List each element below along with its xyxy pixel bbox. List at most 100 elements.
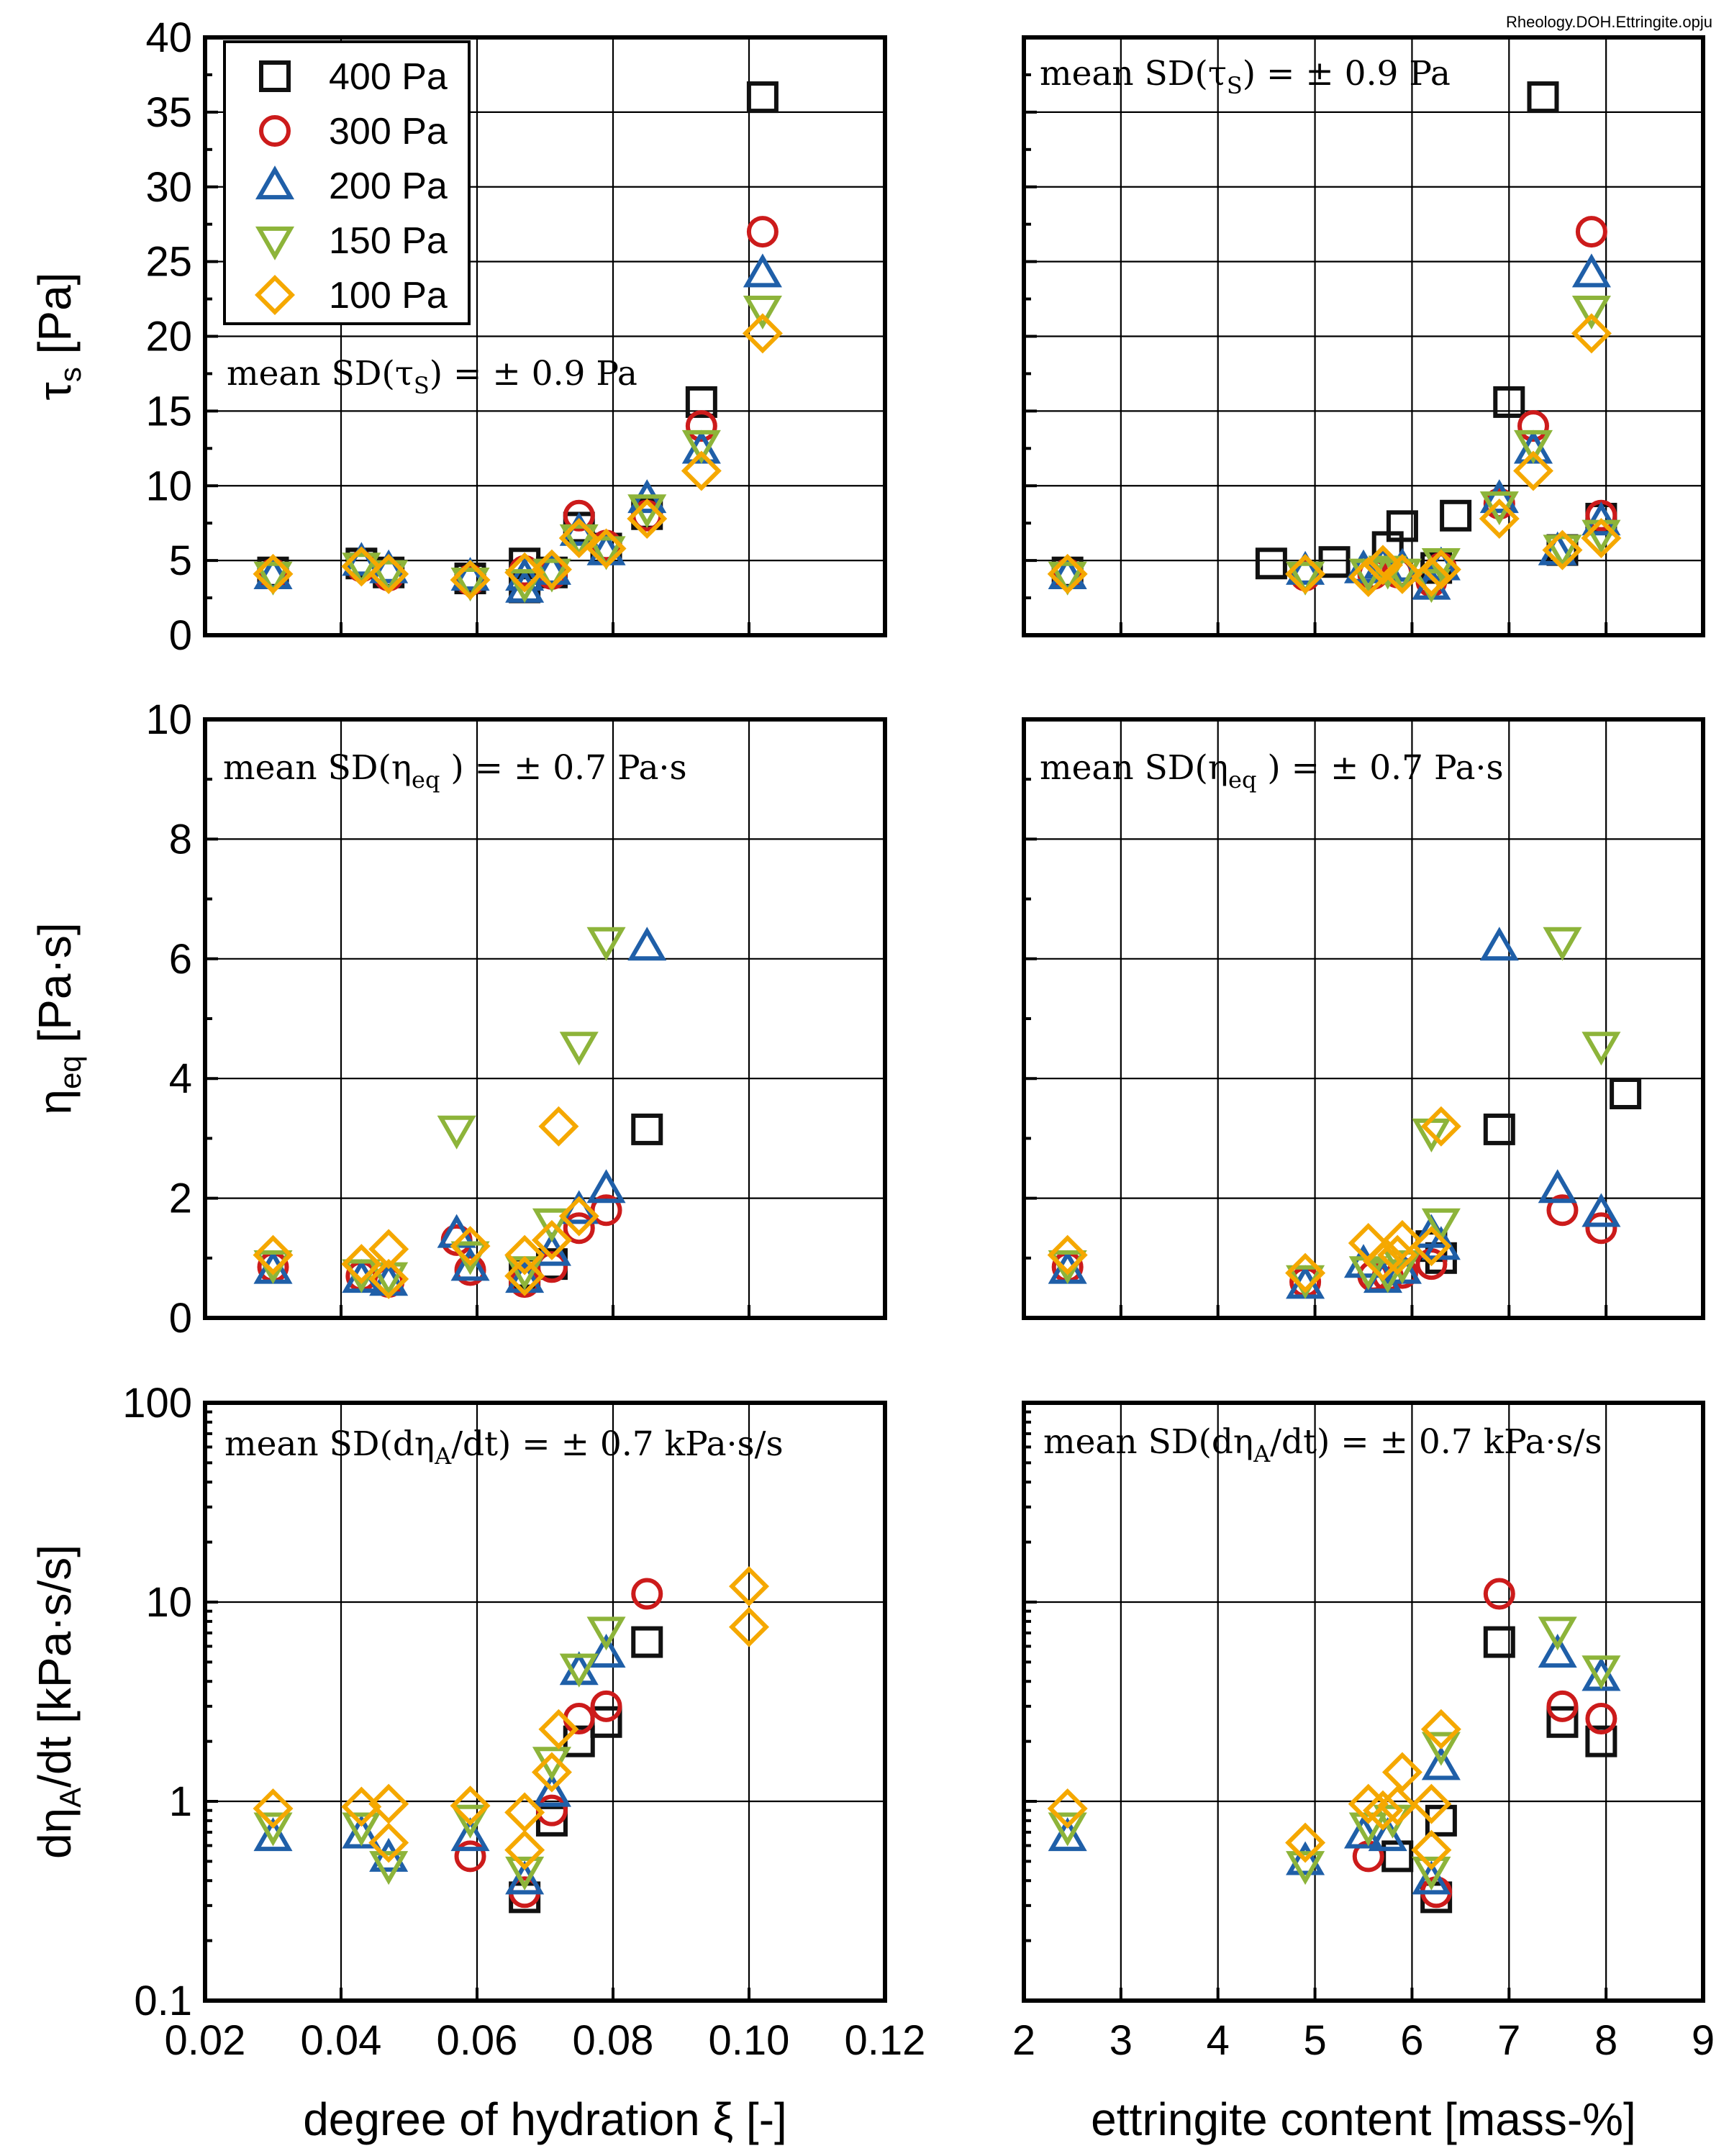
data-point-300-Pa <box>563 1212 595 1245</box>
data-point-100-Pa <box>253 1788 294 1829</box>
data-point-200-Pa <box>1581 1193 1621 1227</box>
data-point-100-Pa <box>1420 1709 1461 1750</box>
data-point-400-Pa <box>631 1626 663 1658</box>
x-tick-label: 2 <box>1012 2017 1035 2064</box>
legend-label: 200 Pa <box>329 165 448 207</box>
data-point-100-Pa <box>450 560 491 601</box>
data-point-100-Pa <box>1571 313 1612 354</box>
x-axis-label: degree of hydration ξ [-] <box>303 2093 787 2145</box>
plot-frame <box>203 1401 887 2003</box>
data-point-100-Pa <box>558 1196 599 1237</box>
data-point-200-Pa <box>1286 550 1325 585</box>
data-point-300-Pa <box>1517 410 1549 442</box>
data-point-200-Pa <box>532 550 571 585</box>
annotation-mean-sd: mean SD(τS) = ± 0.9 Pa <box>227 354 637 399</box>
data-point-150-Pa <box>586 1616 626 1651</box>
plot-frame <box>203 717 887 1320</box>
data-point-150-Pa <box>1571 295 1611 329</box>
data-point-100-Pa <box>1581 517 1622 558</box>
data-point-200-Pa <box>1571 253 1611 288</box>
annotation-mean-sd: mean SD(dηA/dt) = ± 0.7 kPa·s/s <box>1043 1422 1602 1468</box>
y-tick-label: 15 <box>145 388 192 435</box>
y-axis-label: dηA/dt [kPa·s/s] <box>29 1545 87 1859</box>
data-point-100-Pa <box>253 553 294 594</box>
data-point-150-Pa <box>1581 1032 1621 1066</box>
data-point-200-Pa <box>627 927 667 961</box>
data-point-150-Pa <box>743 295 782 329</box>
data-point-100-Pa <box>1411 1226 1452 1267</box>
data-point-100-Pa <box>1381 553 1422 594</box>
data-point-100-Pa <box>586 528 627 569</box>
x-axis-label: ettringite content [mass-%] <box>1091 2093 1636 2145</box>
data-point-100-Pa <box>1047 553 1088 594</box>
data-point-100-Pa <box>681 450 722 491</box>
data-point-100-Pa <box>1377 1234 1418 1275</box>
data-point-150-Pa <box>1543 535 1582 569</box>
data-point-150-Pa <box>559 524 599 558</box>
data-point-100-Pa <box>538 1709 579 1750</box>
panel-deta_doh: 0.1 1 10 100 dηA/dt [kPa·s/s] 0.02 0.04 0.06 0.0… <box>29 1380 925 2145</box>
data-point-100-Pa <box>368 1258 409 1299</box>
data-point-100-Pa <box>742 313 783 354</box>
data-point-100-Pa <box>368 1229 409 1270</box>
plot-frame <box>1022 35 1705 637</box>
data-point-300-Pa <box>685 410 717 442</box>
data-point-150-Pa <box>532 558 571 593</box>
data-point-200-Pa <box>1286 1841 1325 1875</box>
data-point-200-Pa <box>1479 927 1519 961</box>
x-tick-label: 0.06 <box>437 2017 518 2064</box>
legend-marker <box>259 60 291 92</box>
plot-frame <box>1022 717 1705 1320</box>
data-point-150-Pa <box>681 429 721 464</box>
data-point-150-Pa <box>532 1208 571 1242</box>
panel-tau_doh: 0 5 10 15 20 25 30 35 40 τs [Pa] mean SD(τS) = ± 0… <box>29 14 887 659</box>
file-label: Rheology.DOH.Ettringite.opju <box>1506 13 1712 31</box>
data-point-100-Pa <box>450 1786 491 1827</box>
data-point-400-Pa <box>1483 1626 1515 1658</box>
panel-eta_ett: mean SD(ηeq ) = ± 0.7 Pa·s <box>1022 717 1705 1320</box>
data-point-100-Pa <box>504 1255 545 1296</box>
legend-marker <box>255 275 295 315</box>
data-point-150-Pa <box>1048 1812 1087 1847</box>
y-tick-label: 10 <box>145 463 192 509</box>
y-tick-label: 0.1 <box>134 1978 192 2024</box>
data-point-100-Pa <box>729 1566 769 1607</box>
data-point-100-Pa <box>1285 1252 1326 1293</box>
data-point-150-Pa <box>253 1812 293 1847</box>
x-tick-label: 0.10 <box>709 2017 790 2064</box>
data-point-200-Pa <box>505 1860 545 1895</box>
data-point-300-Pa <box>1585 1703 1617 1735</box>
data-point-150-Pa <box>505 1856 545 1891</box>
data-point-150-Pa <box>253 561 293 596</box>
data-point-100-Pa <box>1362 1790 1403 1831</box>
y-tick-label: 20 <box>145 314 192 360</box>
data-point-300-Pa <box>563 499 595 532</box>
data-point-200-Pa <box>450 1247 490 1281</box>
data-point-100-Pa <box>253 1234 294 1275</box>
y-tick-label: 0 <box>169 1295 192 1342</box>
data-points <box>1047 1578 1621 1914</box>
y-tick-label: 0 <box>169 612 192 659</box>
data-point-200-Pa <box>1538 1169 1577 1204</box>
plot-frame <box>1022 1401 1705 2003</box>
data-point-200-Pa <box>253 1817 293 1852</box>
data-point-300-Pa <box>1546 1690 1579 1722</box>
x-tick-label: 0.12 <box>845 2017 926 2064</box>
data-point-100-Pa <box>1411 1783 1452 1824</box>
data-point-400-Pa <box>1610 1078 1642 1109</box>
y-tick-label: 2 <box>169 1175 192 1222</box>
data-point-150-Pa <box>1412 1856 1451 1891</box>
data-point-100-Pa <box>1420 549 1461 590</box>
panel-deta_ett: 2 3 4 5 6 7 8 9 ettringite content [mass-%] mean … <box>1012 1401 1715 2145</box>
data-point-150-Pa <box>505 569 545 604</box>
data-point-200-Pa <box>743 253 782 288</box>
data-point-400-Pa <box>535 1804 568 1837</box>
annotation-mean-sd: mean SD(ηeq ) = ± 0.7 Pa·s <box>223 748 687 793</box>
data-points <box>253 81 783 604</box>
data-point-100-Pa <box>504 1829 545 1870</box>
y-tick-label: 1 <box>169 1778 192 1825</box>
data-point-100-Pa <box>531 1219 572 1260</box>
data-point-400-Pa <box>1381 1840 1414 1873</box>
legend-marker <box>259 115 291 147</box>
